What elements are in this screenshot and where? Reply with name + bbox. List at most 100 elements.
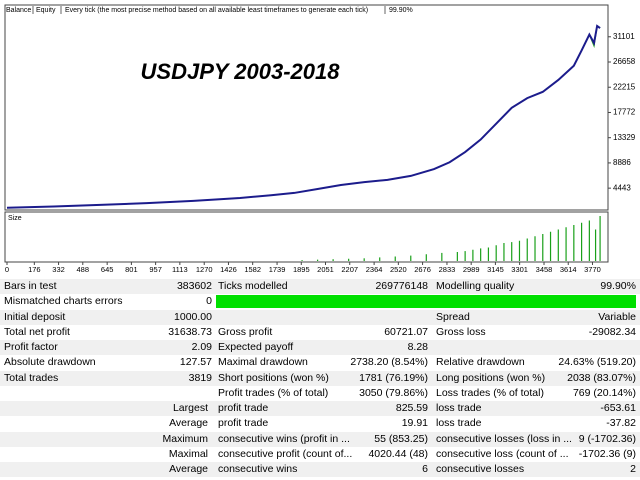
- annotation: USDJPY 2003-2018: [141, 59, 341, 84]
- size-bar: [573, 225, 575, 261]
- size-bar: [542, 234, 544, 261]
- x-tick-label: 0: [5, 265, 9, 274]
- x-tick-label: 1739: [269, 265, 286, 274]
- series-line: [6, 24, 601, 209]
- size-bar: [518, 240, 521, 261]
- size-bar: [549, 231, 552, 261]
- cell-value: 3819: [188, 371, 212, 384]
- x-tick-label: 1582: [244, 265, 261, 274]
- table-row: Maximum consecutive wins (profit in ... 55…: [0, 431, 640, 447]
- cell-value: 127.57: [179, 356, 212, 369]
- y-tick-label: 4443: [613, 183, 631, 192]
- balance-panel: [4, 4, 609, 211]
- y-tick-label: 17772: [613, 108, 636, 117]
- cell-value: 269776148: [375, 280, 428, 292]
- quality-bar: [216, 295, 636, 309]
- x-tick-label: 3145: [487, 265, 504, 274]
- cell-label: Average: [169, 463, 208, 475]
- size-bar: [594, 229, 597, 261]
- cell-value: -29082.34: [588, 325, 636, 338]
- table-row: Absolute drawdown 127.57 Maximal drawdown 2…: [0, 355, 640, 370]
- size-bar: [441, 252, 443, 261]
- x-tick-label: 2676: [414, 265, 431, 274]
- cell-value: 2738.20 (8.54%): [350, 356, 428, 369]
- cell-label: loss trade: [436, 417, 482, 430]
- x-tick-label: 2364: [366, 265, 383, 274]
- x-tick-label: 3614: [560, 265, 577, 274]
- cell-label: Initial deposit: [4, 310, 66, 323]
- size-bar: [565, 227, 567, 261]
- cell-label: consecutive profit (count of...: [218, 447, 353, 460]
- cell-label: Ticks modelled: [218, 280, 288, 292]
- cell-value: Variable: [598, 310, 636, 323]
- cell-label: consecutive losses: [436, 463, 525, 475]
- cell-value: 99.90%: [600, 280, 636, 292]
- cell-label: consecutive wins (profit in ...: [218, 432, 350, 445]
- x-tick-label: 332: [52, 265, 65, 274]
- size-bar: [503, 243, 505, 261]
- cell-label: profit trade: [218, 417, 269, 430]
- x-tick-label: 1113: [172, 265, 188, 274]
- cell-label: profit trade: [218, 402, 269, 414]
- table-row: Mismatched charts errors 0: [0, 294, 640, 309]
- cell-value: 1781 (76.19%): [359, 371, 428, 384]
- size-bar: [332, 259, 334, 261]
- quality: 99.90%: [389, 7, 413, 14]
- cell-value: -1702.36 (9): [578, 447, 636, 460]
- size-bar: [599, 216, 601, 261]
- y-tick-label: 22215: [613, 82, 636, 91]
- cell-value: 19.91: [401, 417, 428, 430]
- cell-label: Mismatched charts errors: [4, 295, 123, 308]
- legend-equity: Equity: [36, 7, 56, 14]
- cell-label: Loss trades (% of total): [436, 386, 544, 399]
- cell-value: 9 (-1702.36): [578, 432, 636, 445]
- table-row: Bars in test 383602 Ticks modelled 26977614…: [0, 279, 640, 295]
- x-tick-label: 3770: [584, 265, 601, 274]
- cell-label: Absolute drawdown: [4, 356, 96, 369]
- cell-label: consecutive losses (loss in ...: [436, 432, 572, 445]
- size-bar: [394, 256, 396, 261]
- cell-label: loss trade: [436, 402, 482, 414]
- x-tick-label: 1270: [196, 265, 213, 274]
- y-tick-label: 26658: [613, 57, 636, 66]
- cell-value: 825.59: [395, 402, 428, 414]
- x-tick-label: 801: [125, 265, 138, 274]
- x-tick-label: 2833: [439, 265, 456, 274]
- cell-label: Maximal: [168, 447, 208, 460]
- size-bar: [534, 236, 536, 261]
- cell-label: consecutive wins: [218, 463, 298, 475]
- cell-value: 55 (853.25): [374, 432, 428, 445]
- cell-value: 2038 (83.07%): [567, 371, 636, 384]
- size-bar: [557, 229, 559, 261]
- size-bar: [348, 258, 350, 261]
- cell-value: 2.09: [191, 341, 212, 353]
- y-tick-label: 31101: [613, 32, 635, 41]
- cell-label: consecutive loss (count of ...: [436, 447, 569, 460]
- y-tick-label: 13329: [613, 133, 636, 142]
- cell-label: Gross profit: [218, 325, 273, 338]
- table-row: Total net profit 31638.73 Gross profit 6072…: [0, 325, 640, 340]
- report-table: Bars in test 383602 Ticks modelled 26977614…: [0, 279, 640, 478]
- size-bar: [301, 260, 303, 261]
- cell-value: 3050 (79.86%): [359, 386, 428, 399]
- cell-value: 2: [630, 463, 636, 475]
- size-label: Size: [8, 215, 22, 222]
- x-tick-label: 176: [28, 265, 41, 274]
- size-bar: [363, 258, 365, 261]
- size-bar: [480, 248, 482, 261]
- subtitle: Every tick (the most precise method base…: [65, 7, 368, 14]
- legend-balance: Balance: [6, 7, 31, 14]
- size-bar: [487, 247, 490, 261]
- size-bar: [495, 245, 497, 261]
- x-tick-label: 488: [77, 265, 90, 274]
- x-tick-label: 3458: [536, 265, 553, 274]
- cell-label: Long positions (won %): [436, 371, 546, 384]
- size-bar: [316, 259, 319, 261]
- size-bar: [379, 257, 381, 261]
- x-tick-label: 2520: [390, 265, 407, 274]
- x-tick-label: 645: [101, 265, 114, 274]
- x-tick-label: 1426: [220, 265, 237, 274]
- cell-label: Maximal drawdown: [218, 356, 308, 369]
- cell-value: 769 (20.14%): [572, 386, 636, 399]
